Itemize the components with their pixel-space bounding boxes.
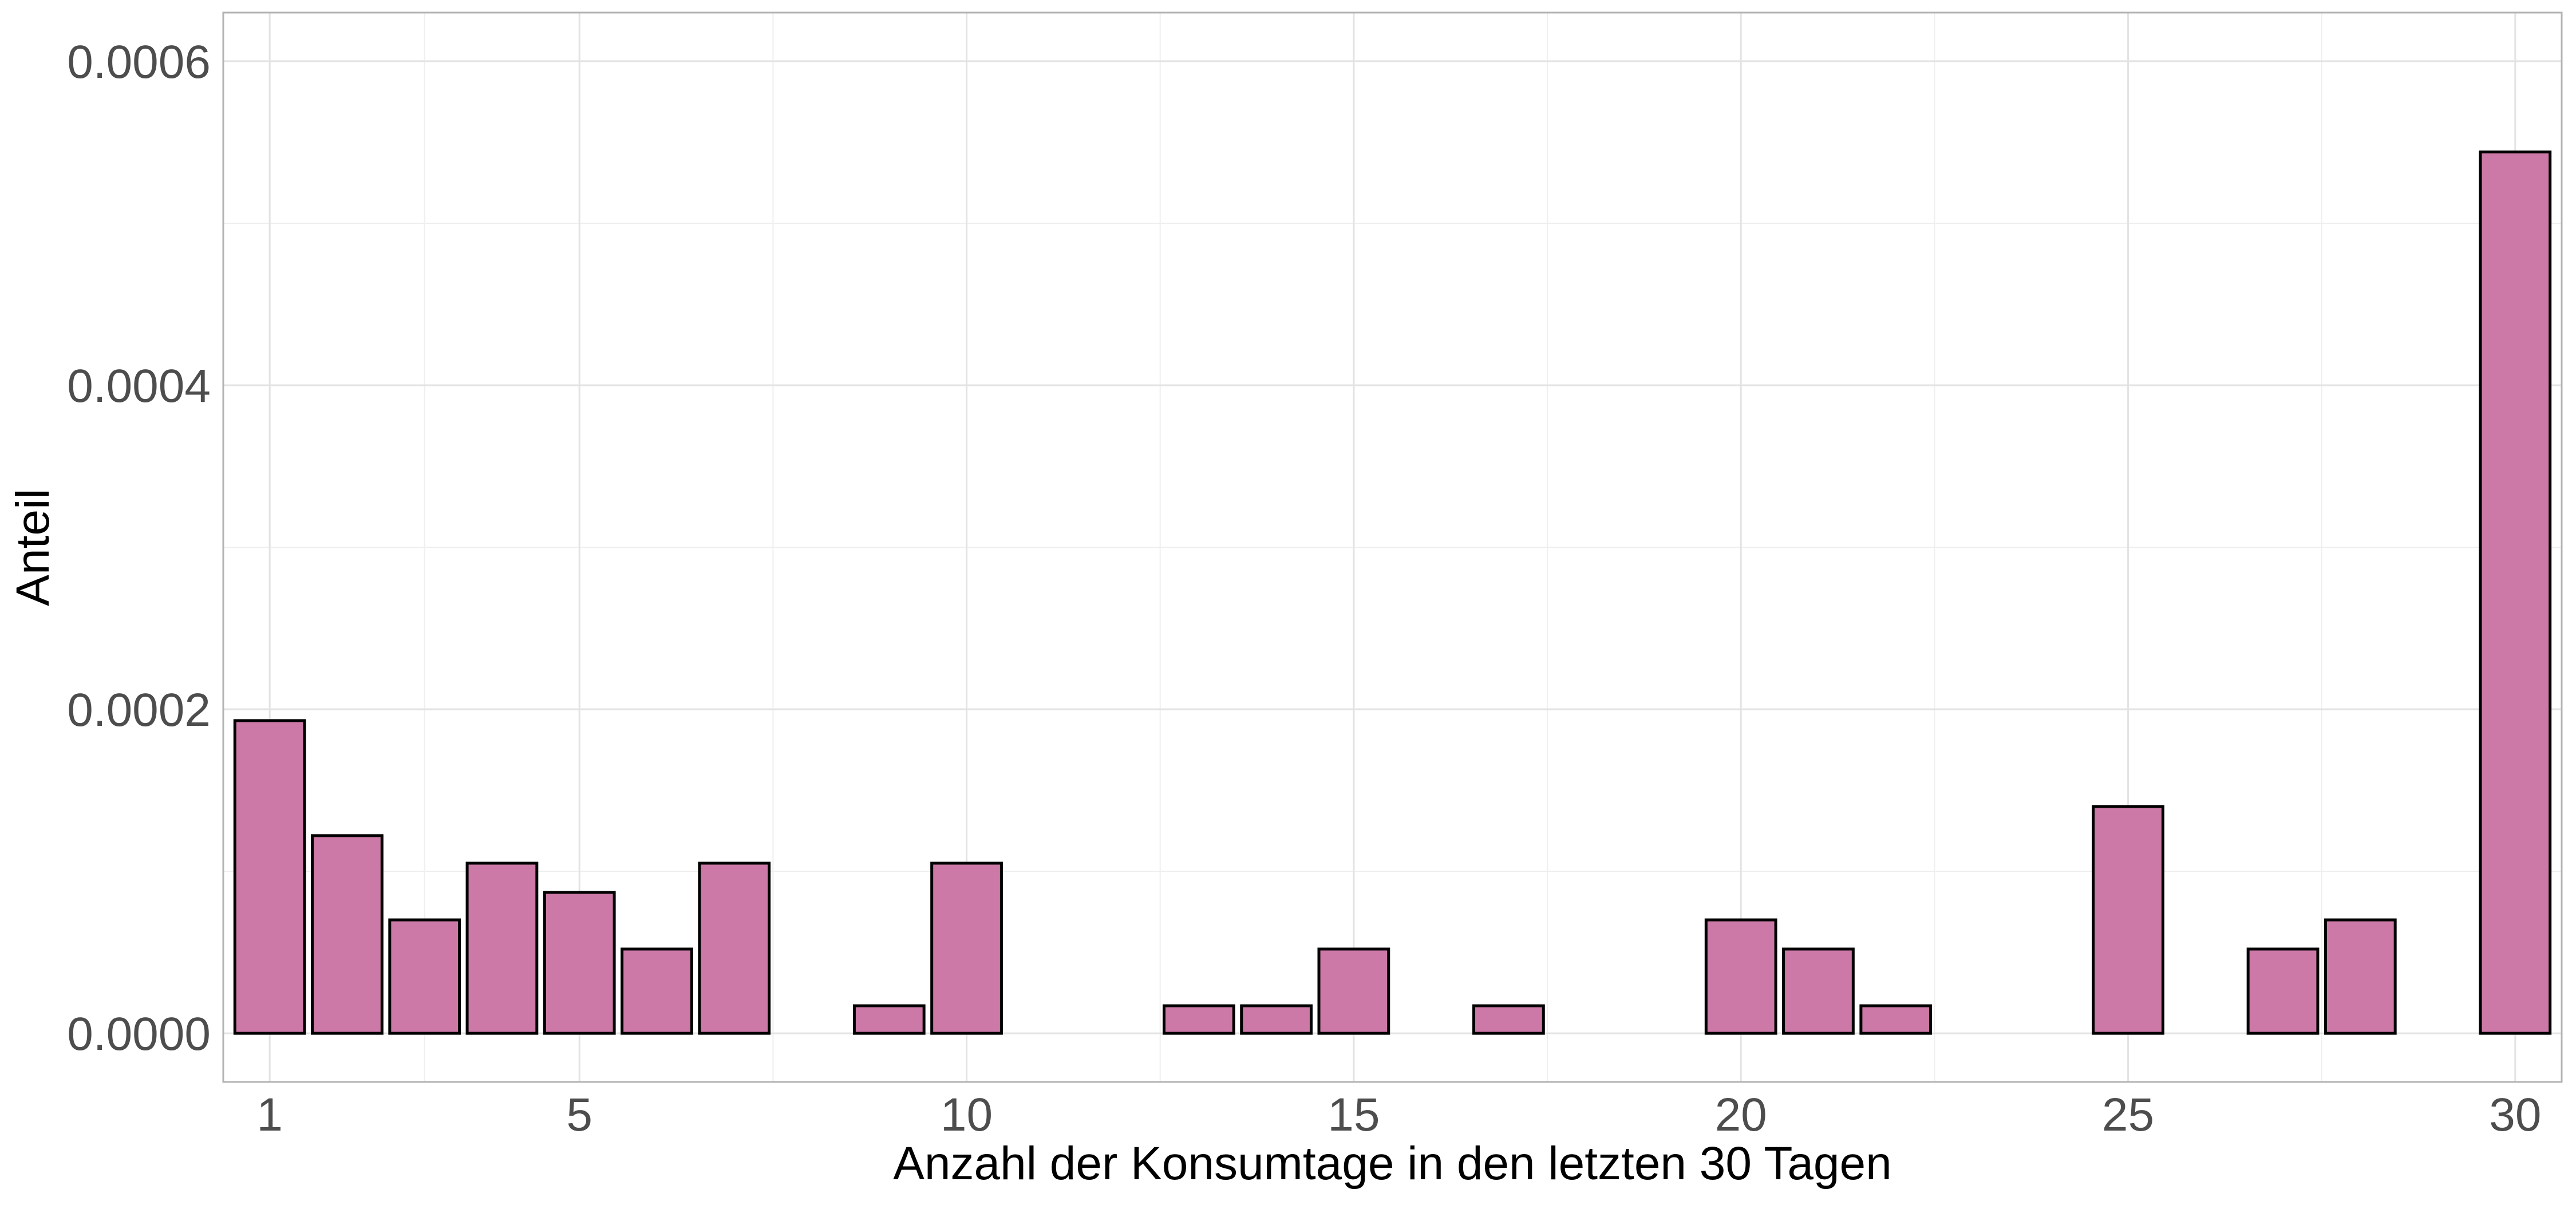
bar-day-6	[621, 947, 693, 1035]
x-tick-label: 5	[566, 1089, 592, 1141]
bar-day-9	[852, 1004, 926, 1035]
bar-day-28	[2324, 918, 2397, 1035]
x-axis-title: Anzahl der Konsumtage in den letzten 30 …	[893, 1137, 1892, 1190]
y-axis-ticks: 0.0000 0.0002 0.0004 0.0006	[67, 36, 211, 1060]
y-tick-label: 0.0006	[67, 36, 211, 88]
x-tick-label: 20	[1715, 1089, 1767, 1141]
bar-day-20	[1704, 918, 1777, 1035]
bar-day-10	[930, 862, 1003, 1035]
bar-day-15	[1317, 947, 1390, 1035]
x-tick-label: 25	[2102, 1089, 2154, 1141]
x-axis-ticks: 1 5 10 15 20 25 30	[256, 1089, 2541, 1141]
bar-day-22	[1859, 1004, 1933, 1035]
bar-day-7	[698, 862, 771, 1035]
y-tick-label: 0.0000	[67, 1008, 211, 1060]
y-tick-label: 0.0002	[67, 684, 211, 736]
bar-day-1	[233, 719, 306, 1035]
bars	[233, 150, 2552, 1035]
bar-day-27	[2246, 947, 2320, 1035]
y-tick-label: 0.0004	[67, 360, 211, 412]
bar-day-21	[1782, 947, 1855, 1035]
x-tick-label: 10	[941, 1089, 993, 1141]
bar-day-30	[2479, 150, 2552, 1035]
y-axis-title: Anteil	[7, 488, 59, 606]
x-tick-label: 15	[1327, 1089, 1380, 1141]
bar-day-4	[465, 862, 539, 1035]
bar-day-17	[1472, 1004, 1545, 1035]
bar-day-5	[543, 891, 616, 1035]
bar-day-13	[1162, 1004, 1235, 1035]
x-tick-label: 30	[2489, 1089, 2541, 1141]
bar-day-3	[388, 918, 461, 1035]
bar-day-25	[2092, 805, 2164, 1035]
bar-day-2	[311, 834, 384, 1035]
panel-border	[222, 11, 2563, 1083]
bar-day-14	[1240, 1004, 1313, 1035]
x-tick-label: 1	[256, 1089, 283, 1141]
